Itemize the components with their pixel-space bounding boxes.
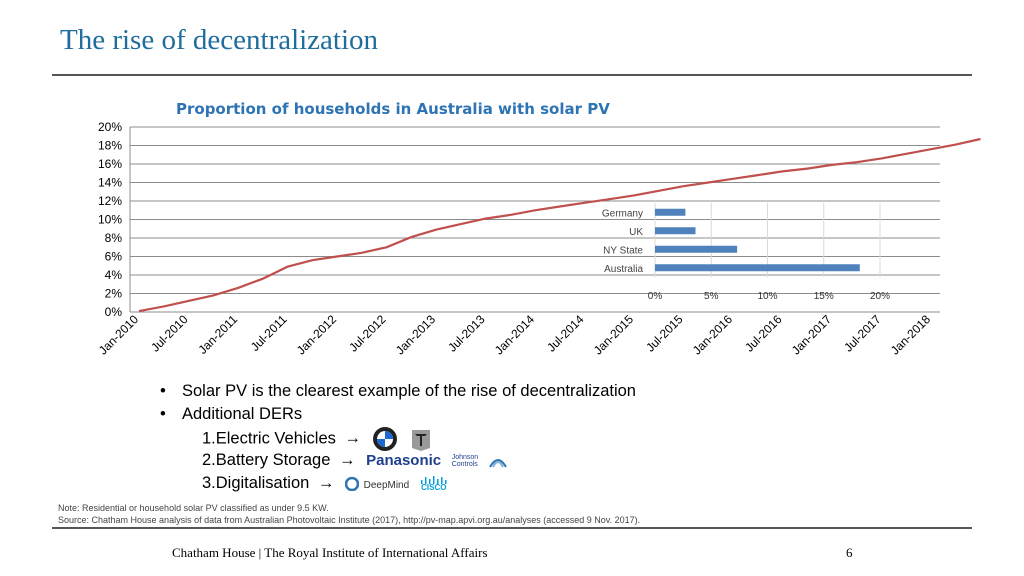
x-tick-label: Jan-2014 [492, 312, 538, 358]
x-tick-label: Jul-2011 [248, 312, 290, 354]
chart-title: Proportion of households in Australia wi… [176, 100, 610, 118]
cisco-bars-icon [420, 475, 447, 484]
inset-x-tick-label: 10% [757, 291, 777, 302]
sub-item-text: 2.Battery Storage [202, 451, 331, 469]
y-tick-label: 0% [105, 305, 123, 319]
x-tick-label: Jul-2014 [544, 312, 587, 355]
sub-item-digitalisation: 3.Digitalisation → DeepMind CISCO [160, 472, 636, 495]
bmw-logo-icon [372, 427, 397, 451]
title-divider [52, 74, 972, 76]
arrow-icon: → [317, 474, 335, 492]
chart-gridlines [130, 126, 940, 294]
slide-title: The rise of decentralization [60, 24, 379, 56]
bullet-solar-pv: • Solar PV is the clearest example of the… [160, 380, 636, 403]
inset-x-tick-label: 0% [648, 291, 663, 302]
y-axis: 0% 2% 4% 6% 8% 10% 12% 14% 16% 18% 20% [98, 120, 940, 319]
y-tick-label: 6% [105, 250, 123, 264]
sub-item-electric-vehicles: 1.Electric Vehicles → [160, 426, 636, 451]
y-tick-label: 10% [98, 213, 122, 227]
inset-category-label: NY State [603, 245, 643, 256]
footer-divider [52, 527, 972, 529]
cisco-logo: CISCO [420, 475, 448, 492]
y-tick-label: 18% [98, 139, 122, 153]
y-tick-label: 20% [98, 120, 122, 134]
x-axis: Jan-2010 Jul-2010 Jan-2011 Jul-2011 Jan-2012… [96, 312, 934, 358]
x-tick-label: Jan-2015 [591, 312, 637, 358]
cisco-logo-text: CISCO [421, 482, 447, 492]
deepmind-logo-icon [345, 476, 359, 491]
x-tick-label: Jan-2016 [690, 312, 736, 358]
arrow-icon: → [344, 429, 362, 448]
inset-bar [655, 264, 860, 272]
x-tick-label: Jan-2012 [294, 312, 340, 358]
inset-bar [655, 227, 696, 235]
line-series [138, 137, 981, 313]
x-tick-label: Jan-2013 [393, 312, 439, 358]
inset-bar [655, 245, 738, 253]
bullet-list: • Solar PV is the clearest example of the… [160, 380, 636, 495]
x-tick-label: Jan-2018 [888, 312, 934, 358]
bullet-marker: • [160, 405, 166, 423]
sub-item-battery-storage: 2.Battery Storage → Panasonic Johnson Co… [160, 449, 636, 472]
bullet-marker: • [160, 382, 166, 400]
inset-bar [655, 208, 686, 216]
y-tick-label: 4% [105, 268, 123, 282]
inset-category-label: UK [629, 227, 643, 238]
inset-x-tick-label: 15% [814, 291, 834, 302]
johnson-controls-logo: Johnson Controls [452, 454, 478, 468]
y-tick-label: 12% [98, 194, 122, 208]
chart-note: Note: Residential or household solar PV … [58, 503, 329, 513]
x-tick-label: Jul-2017 [841, 312, 884, 355]
footer-text: Chatham House | The Royal Institute of I… [172, 545, 488, 560]
bullet-text: Solar PV is the clearest example of the … [182, 382, 636, 400]
y-tick-label: 16% [98, 157, 122, 171]
y-tick-label: 8% [105, 231, 123, 245]
sub-item-text: 1.Electric Vehicles [202, 429, 336, 448]
x-tick-label: Jul-2012 [346, 312, 389, 355]
tesla-logo-icon [412, 430, 431, 451]
bullet-additional-ders: • Additional DERs [160, 403, 636, 426]
johnson-controls-icon [488, 458, 507, 468]
x-tick-label: Jan-2017 [789, 312, 835, 358]
x-tick-label: Jul-2015 [643, 312, 686, 355]
y-tick-label: 14% [98, 176, 122, 190]
inset-x-tick-label: 20% [870, 291, 890, 302]
x-tick-label: Jul-2010 [148, 312, 191, 355]
arrow-icon: → [339, 451, 356, 469]
inset-x-tick-label: 5% [704, 291, 719, 302]
solar-pv-chart: 0% 2% 4% 6% 8% 10% 12% 14% 16% 18% 20% Jan-2010 Jul… [96, 120, 981, 358]
deepmind-logo-text: DeepMind [363, 480, 410, 491]
x-tick-label: Jul-2013 [445, 312, 488, 355]
inset-category-label: Australia [604, 264, 643, 275]
johnson-controls-text: Controls [451, 460, 478, 468]
bullet-text: Additional DERs [182, 405, 303, 423]
chart-source: Source: Chatham House analysis of data f… [58, 515, 641, 525]
inset-category-label: Germany [602, 208, 643, 219]
y-tick-label: 2% [105, 287, 123, 301]
panasonic-logo: Panasonic [366, 452, 442, 470]
page-number: 6 [846, 545, 853, 560]
sub-item-text: 3.Digitalisation [202, 474, 310, 492]
line-series-path [138, 137, 981, 313]
johnson-controls-text: Johnson [451, 453, 479, 461]
x-tick-label: Jan-2011 [195, 312, 240, 357]
inset-bar-chart: 0% 5% 10% 15% 20% Germany UK NY State Australia [602, 203, 890, 302]
x-tick-label: Jul-2016 [742, 312, 785, 355]
